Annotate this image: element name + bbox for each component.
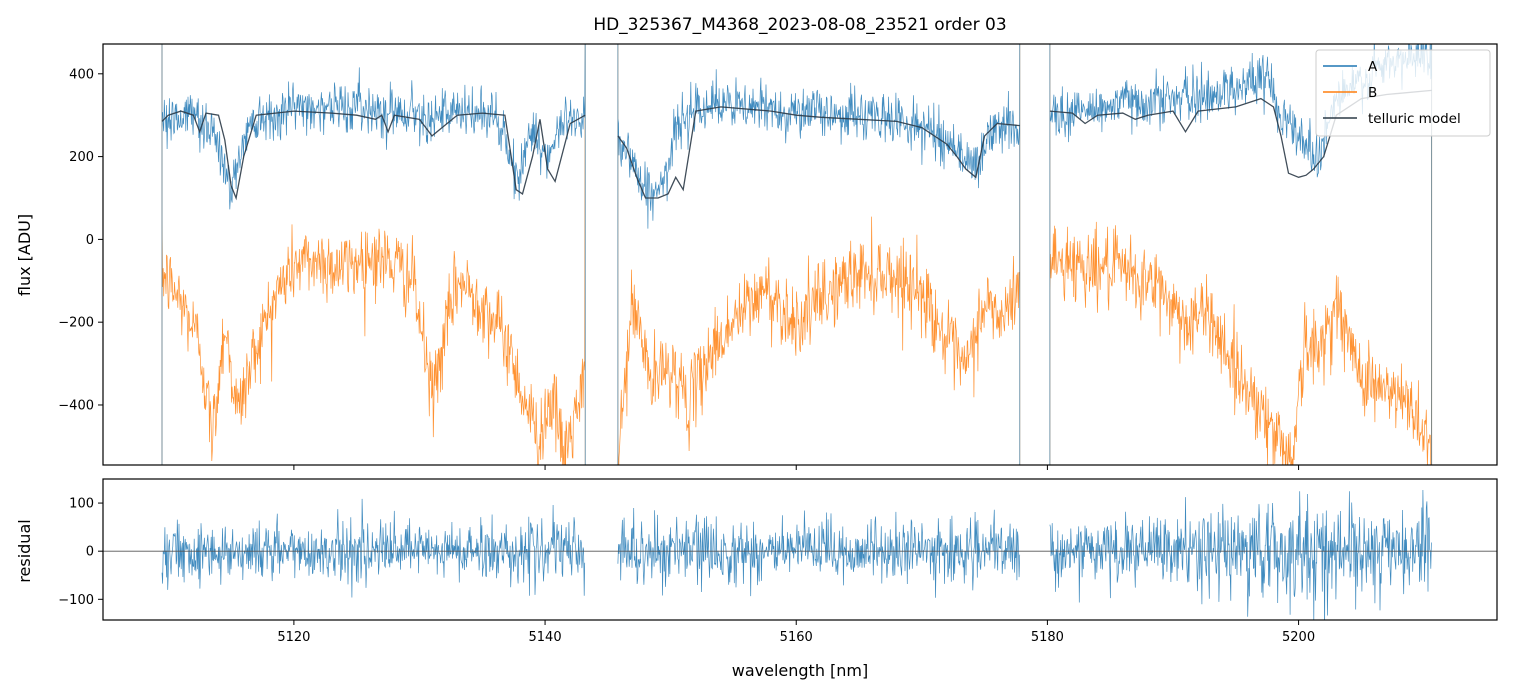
flux-y-tick-label: −200 [58,316,94,331]
legend-label-A: A [1368,59,1378,75]
series-A-segment-1 [161,44,586,465]
flux-panel: 400 200 0 −200 −400 flux [ADU] [15,43,1498,470]
residual-y-ticks: 100 0 −100 [58,497,103,608]
flux-y-tick-label: 200 [69,150,94,165]
residual-x-ticks: 5120 5140 5160 5180 5200 [277,620,1315,645]
x-tick-label: 5180 [1031,630,1064,645]
residual-segment-1 [161,498,586,598]
flux-y-tick-label: 400 [69,67,94,82]
x-tick-label: 5120 [277,630,310,645]
residual-y-tick-label: 0 [86,545,94,560]
chart-title: HD_325367_M4368_2023-08-08_23521 order 0… [593,15,1006,35]
x-tick-label: 5160 [780,630,813,645]
residual-panel: 100 0 −100 5120 5140 5160 5180 5200 residual w… [15,478,1498,680]
legend: A B telluric model [1315,49,1491,137]
legend-box [1315,49,1491,137]
residual-series [103,489,1497,620]
telluric-model-segment-3 [1049,89,1432,178]
residual-y-axis-label: residual [15,519,34,582]
flux-y-tick-label: 0 [86,233,94,248]
telluric-model-segment-2 [617,106,1020,199]
telluric-model-segment-1 [161,110,586,201]
series-B-segment-3 [1049,44,1433,465]
flux-y-ticks: 400 200 0 −200 −400 [58,67,103,413]
series-B-segment-1 [161,44,586,465]
flux-y-tick-label: −400 [58,398,94,413]
legend-label-telluric: telluric model [1368,111,1461,127]
legend-label-B: B [1368,85,1377,101]
flux-series [161,44,1433,465]
residual-panel-frame [102,478,1498,621]
residual-segment-3 [1049,489,1432,620]
flux-y-axis-label: flux [ADU] [15,214,34,296]
residual-y-tick-label: −100 [58,593,94,608]
x-axis-label: wavelength [nm] [732,661,869,680]
x-tick-label: 5140 [529,630,562,645]
x-tick-label: 5200 [1282,630,1315,645]
flux-x-ticks [293,465,1300,470]
series-B-segment-2 [617,44,1021,465]
residual-y-tick-label: 100 [69,497,94,512]
series-A-segment-2 [617,44,1021,465]
flux-panel-frame [102,43,1498,466]
residual-segment-2 [617,507,1021,598]
